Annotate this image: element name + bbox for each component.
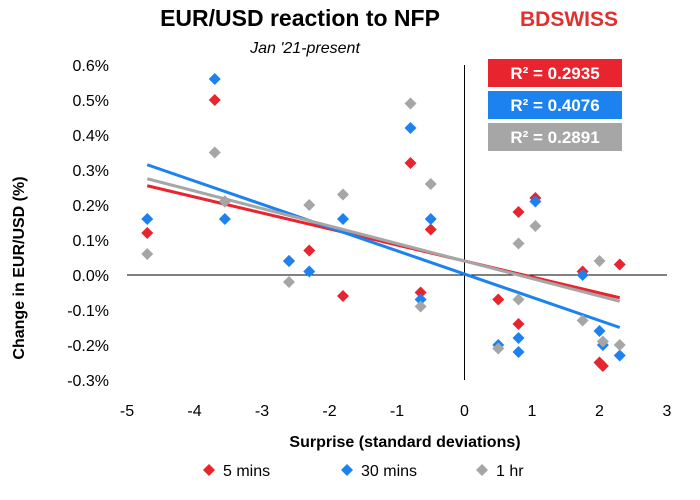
data-point-series-2 [208, 146, 221, 159]
data-point-series-0 [424, 223, 437, 236]
r2-labels: R² = 0.2935 R² = 0.4076 R² = 0.2891 [488, 59, 622, 151]
data-point-series-1 [141, 213, 154, 225]
data-point-series-0 [596, 360, 609, 372]
y-tick-label: 0.3% [73, 163, 109, 180]
x-tick-label: -1 [390, 403, 404, 420]
legend-marker-0 [203, 464, 215, 476]
y-tick-label: 0.2% [73, 198, 109, 215]
data-point-series-0 [303, 244, 316, 257]
data-point-series-2 [218, 195, 231, 208]
data-point-series-2 [337, 188, 349, 201]
data-point-series-2 [593, 255, 606, 267]
y-tick-label: -0.1% [67, 303, 109, 320]
data-point-series-1 [414, 293, 427, 306]
data-point-series-1 [424, 213, 437, 225]
data-point-series-2 [404, 97, 417, 110]
brand-text-swiss: SWISS [550, 8, 618, 31]
legend-label-1: 30 mins [361, 463, 417, 480]
x-tick-labels: -5 -4 -3 -2 -1 0 1 2 3 [120, 403, 672, 420]
data-points [141, 73, 626, 372]
data-point-series-1 [303, 265, 316, 278]
data-point-series-0 [404, 157, 417, 169]
chart-subtitle: Jan '21-present [249, 40, 360, 57]
legend-label-2: 1 hr [496, 463, 524, 480]
r2-box-1 [488, 91, 622, 119]
trendline-0 [146, 184, 621, 300]
data-point-series-2 [303, 199, 316, 211]
data-point-series-2 [613, 339, 626, 351]
trendlines [146, 163, 621, 329]
data-point-series-1 [404, 122, 417, 134]
x-tick-label: 3 [663, 403, 672, 420]
y-tick-labels: 0.6% 0.5% 0.4% 0.3% 0.2% 0.1% 0.0% -0.1% -0.2% -0… [67, 58, 109, 390]
brand-logo: BDSWISS [520, 8, 618, 31]
data-point-series-0 [414, 286, 427, 299]
trendline-1 [146, 163, 621, 329]
data-point-series-0 [512, 206, 525, 218]
r2-label-2: R² = 0.2891 [510, 128, 599, 147]
data-point-series-0 [141, 227, 154, 239]
trendline-2 [146, 177, 621, 303]
x-tick-label: -3 [255, 403, 269, 420]
y-axis-label: Change in EUR/USD (%) [11, 176, 28, 359]
data-point-series-0 [512, 318, 525, 330]
y-tick-label: -0.3% [67, 373, 109, 390]
data-point-series-2 [512, 293, 525, 306]
data-point-series-1 [218, 213, 231, 225]
data-point-series-2 [529, 220, 542, 232]
data-point-series-1 [512, 332, 525, 344]
y-tick-label: 0.6% [73, 58, 109, 75]
y-tick-label: -0.2% [67, 338, 109, 355]
x-tick-label: -2 [322, 403, 336, 420]
data-point-series-1 [593, 325, 606, 337]
data-point-series-0 [337, 290, 349, 302]
y-tick-label: 0.4% [73, 128, 109, 145]
data-point-series-2 [283, 276, 295, 288]
legend-marker-1 [341, 464, 353, 476]
x-tick-label: 1 [528, 403, 537, 420]
data-point-series-2 [141, 248, 154, 260]
data-point-series-0 [208, 94, 221, 106]
legend-marker-2 [476, 464, 488, 476]
svg-text:BDSWISS: BDSWISS [520, 8, 618, 31]
x-axis-label: Surprise (standard deviations) [289, 434, 520, 451]
x-tick-label: 0 [460, 403, 469, 420]
y-tick-label: 0.1% [73, 233, 109, 250]
data-point-series-2 [424, 178, 437, 190]
x-tick-label: -5 [120, 403, 134, 420]
data-point-series-2 [576, 314, 589, 327]
r2-label-0: R² = 0.2935 [510, 64, 599, 83]
data-point-series-2 [596, 335, 609, 348]
data-point-series-1 [512, 346, 525, 358]
legend-label-0: 5 mins [223, 463, 270, 480]
data-point-series-0 [613, 258, 626, 271]
legend: 5 mins 30 mins 1 hr [203, 463, 524, 480]
x-tick-label: 2 [595, 403, 604, 420]
y-tick-label: 0.0% [73, 268, 109, 285]
x-tick-label: -4 [187, 403, 201, 420]
data-point-series-2 [414, 300, 427, 313]
chart-title: EUR/USD reaction to NFP [160, 5, 440, 31]
y-tick-label: 0.5% [73, 93, 109, 110]
data-point-series-1 [613, 349, 626, 362]
brand-text-bd: BD [520, 8, 550, 31]
data-point-series-1 [576, 269, 589, 281]
r2-box-0 [488, 59, 622, 87]
data-point-series-1 [337, 213, 349, 225]
data-point-series-2 [492, 342, 505, 355]
data-point-series-0 [492, 293, 505, 306]
data-point-series-1 [208, 73, 221, 85]
data-point-series-2 [512, 237, 525, 250]
r2-label-1: R² = 0.4076 [510, 96, 599, 115]
r2-box-2 [488, 123, 622, 151]
data-point-series-1 [283, 255, 295, 267]
data-point-series-1 [529, 195, 542, 208]
